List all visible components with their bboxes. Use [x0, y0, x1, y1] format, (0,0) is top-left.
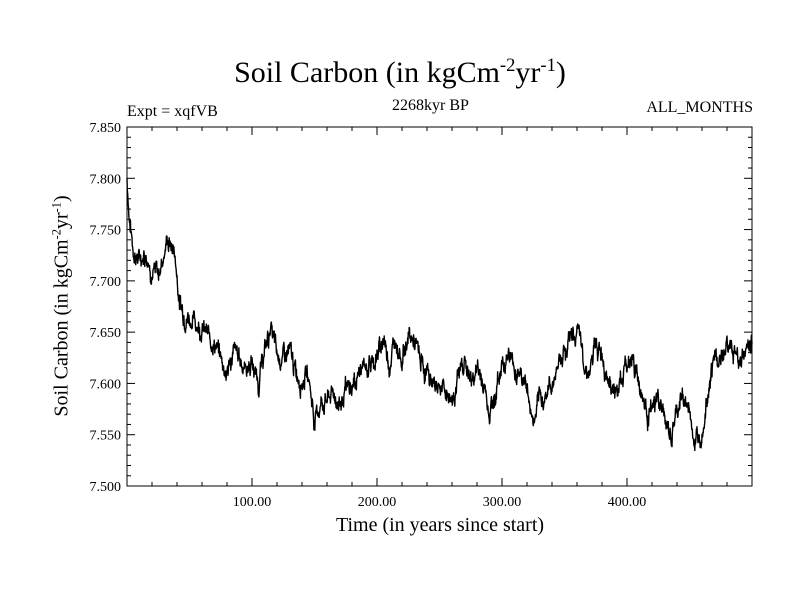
chart-title: Soil Carbon (in kgCm-2yr-1)	[234, 54, 566, 89]
period-label: 2268kyr BP	[392, 97, 469, 114]
x-tick-label: 300.00	[483, 495, 522, 510]
y-tick-label: 7.750	[90, 224, 122, 239]
x-tick-label: 200.00	[358, 495, 397, 510]
y-tick-label: 7.700	[90, 275, 122, 290]
months-label: ALL_MONTHS	[646, 99, 753, 116]
y-tick-label: 7.550	[90, 429, 122, 444]
series-line	[126, 177, 753, 452]
y-tick-label: 7.500	[90, 480, 122, 495]
x-tick-label: 400.00	[608, 495, 647, 510]
y-tick-label: 7.600	[90, 377, 122, 392]
plot-frame	[126, 126, 753, 487]
x-axis-label: Time (in years since start)	[335, 514, 545, 536]
experiment-label: Expt = xqfVB	[127, 103, 218, 120]
y-tick-label: 7.650	[90, 326, 122, 341]
x-tick-label: 100.00	[233, 495, 272, 510]
y-tick-label: 7.850	[90, 121, 122, 136]
y-tick-label: 7.800	[90, 172, 122, 187]
